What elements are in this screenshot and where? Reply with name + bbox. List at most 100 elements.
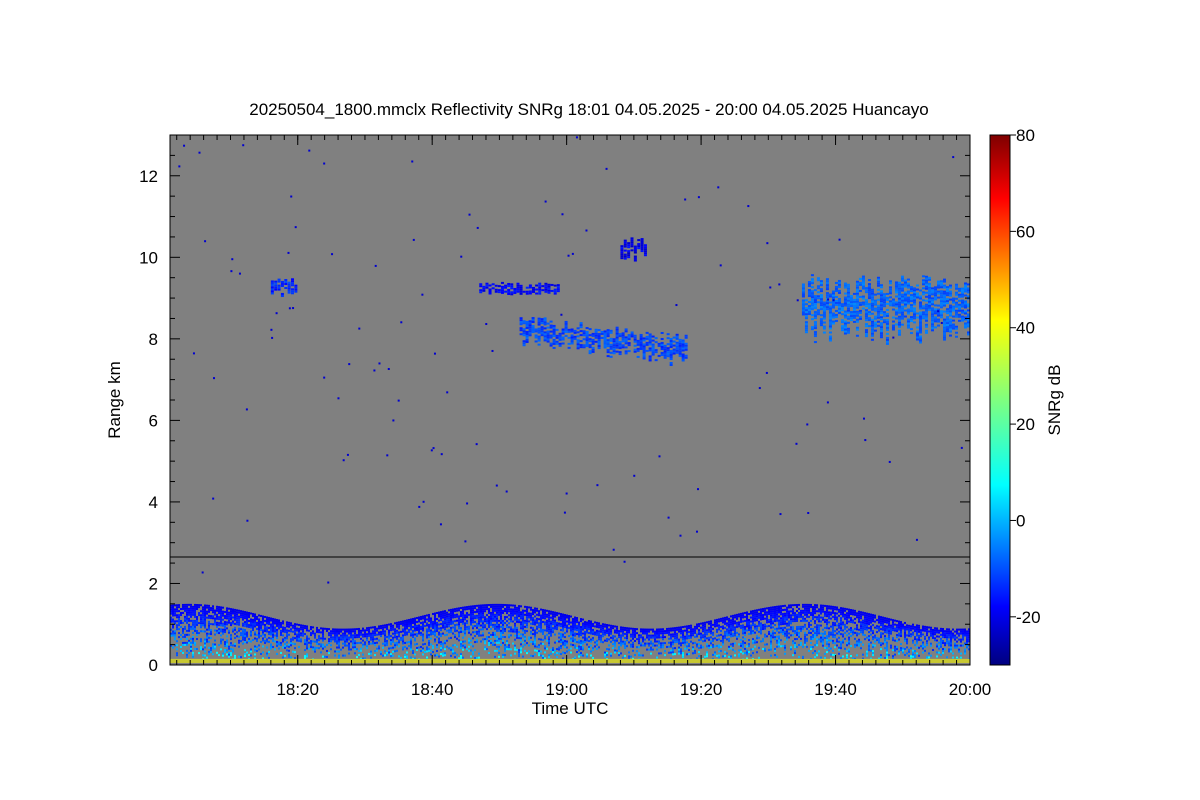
x-axis: 18:20 18:40 19:00 19:20 19:40 20:00 [176, 135, 991, 699]
noise-dot [766, 242, 769, 245]
noise-dot [308, 149, 311, 152]
echo-layer [170, 136, 970, 663]
y-axis: 0 2 4 6 8 10 12 [139, 154, 970, 675]
noise-dot [212, 497, 215, 500]
plot-background [170, 135, 970, 665]
noise-dot [230, 270, 233, 273]
noise-dot [323, 376, 326, 379]
noise-dot [358, 327, 361, 330]
noise-dot [468, 213, 471, 216]
echo-region [801, 274, 970, 345]
noise-dot [505, 490, 508, 493]
noise-dot [864, 439, 867, 442]
noise-dot [476, 226, 479, 229]
colorbar-tick-label: 20 [1016, 415, 1035, 434]
noise-dot [612, 548, 615, 551]
noise-dot [679, 534, 682, 537]
noise-dot [201, 571, 204, 574]
noise-dot [769, 286, 772, 289]
x-tick-label: 18:40 [411, 680, 454, 699]
x-tick-label: 19:40 [814, 680, 857, 699]
noise-dot [952, 156, 955, 159]
noise-dot [192, 352, 195, 355]
echo-region [620, 237, 647, 262]
noise-dot [275, 312, 278, 315]
noise-dot [400, 321, 403, 324]
noise-dot [560, 313, 563, 316]
colorbar-axis: -20 0 20 40 60 80 [1010, 126, 1041, 627]
colorbar-tick-label: 0 [1016, 511, 1025, 530]
noise-dot [323, 162, 326, 165]
noise-dot [374, 264, 377, 267]
echo-region [270, 278, 298, 297]
noise-dot [596, 484, 599, 487]
noise-dot [862, 417, 865, 420]
noise-dot [888, 460, 891, 463]
noise-dot [271, 336, 274, 339]
noise-dot [439, 523, 442, 526]
noise-dot [440, 453, 443, 456]
colorbar [989, 134, 1011, 666]
colorbar-tick-label: 60 [1016, 222, 1035, 241]
noise-dot [960, 446, 963, 449]
noise-dot [466, 502, 469, 505]
noise-dot [411, 160, 414, 163]
noise-dot [342, 459, 345, 462]
noise-dot [432, 447, 435, 450]
noise-dot [397, 399, 400, 402]
noise-dot [346, 453, 349, 456]
noise-dot [695, 530, 698, 533]
noise-dot [331, 253, 334, 256]
y-tick-label: 2 [149, 574, 158, 593]
noise-dot [640, 240, 643, 243]
noise-dot [422, 500, 425, 503]
noise-dot [826, 401, 829, 404]
noise-dot [464, 540, 467, 543]
noise-dot [430, 449, 433, 452]
noise-dot [605, 167, 608, 170]
noise-dot [563, 511, 566, 514]
noise-dot [378, 362, 381, 365]
echo-region [170, 603, 970, 661]
noise-dot [807, 511, 810, 514]
noise-dot [717, 186, 720, 189]
noise-dot [288, 307, 291, 310]
noise-dot [287, 251, 290, 254]
noise-dot [213, 377, 216, 380]
y-axis-label: Range km [105, 361, 124, 438]
y-tick-label: 8 [149, 330, 158, 349]
noise-dot [892, 336, 895, 339]
y-tick-label: 10 [139, 248, 158, 267]
noise-dot [392, 419, 395, 422]
x-axis-label: Time UTC [532, 699, 609, 718]
noise-dot [832, 299, 835, 302]
noise-dot [475, 443, 478, 446]
noise-dot [779, 513, 782, 516]
noise-dot [937, 310, 940, 313]
noise-dot [765, 371, 768, 374]
noise-dot [198, 151, 201, 154]
colorbar-label: SNRg dB [1045, 365, 1064, 436]
noise-dot [412, 238, 415, 241]
noise-dot [386, 454, 389, 457]
noise-dot [658, 455, 661, 458]
noise-dot [915, 538, 918, 541]
noise-dot [544, 200, 547, 203]
noise-dot [337, 397, 340, 400]
x-tick-label: 18:20 [276, 680, 319, 699]
noise-dot [242, 144, 245, 147]
noise-dot [684, 198, 687, 201]
noise-dot [290, 195, 293, 198]
noise-dot [418, 505, 421, 508]
noise-dot [292, 307, 295, 310]
noise-dot [838, 238, 841, 241]
colorbar-tick-label: 40 [1016, 319, 1035, 338]
noise-dot [327, 581, 330, 584]
noise-dot [633, 474, 636, 477]
noise-dot [747, 205, 750, 208]
noise-dot [238, 272, 241, 275]
noise-dot [245, 408, 248, 411]
colorbar-tick-label: -20 [1016, 608, 1041, 627]
noise-dot [270, 328, 273, 331]
noise-dot [796, 299, 799, 302]
